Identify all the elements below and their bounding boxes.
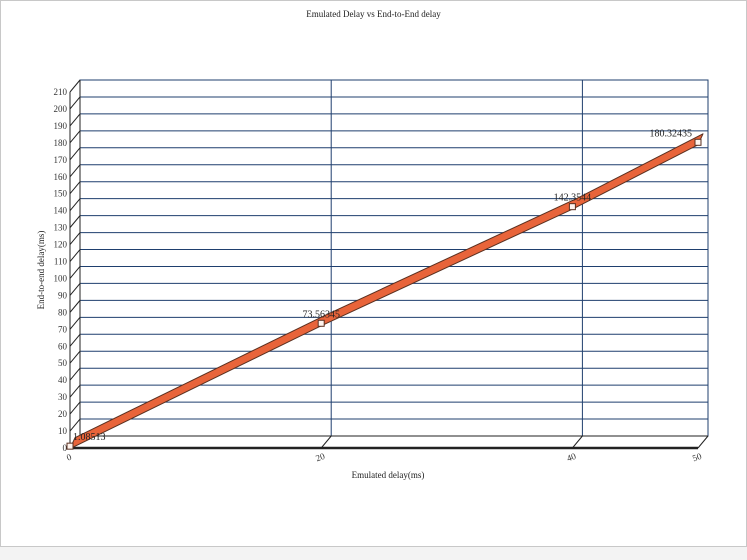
y-tick-label: 40 xyxy=(58,375,68,385)
series-line xyxy=(69,133,704,450)
data-label: 1.08513 xyxy=(73,432,106,443)
chart-title: Emulated Delay vs End-to-End delay xyxy=(306,9,441,19)
data-label: 142.3544 xyxy=(554,193,592,204)
y-tick-label: 150 xyxy=(54,189,68,199)
data-point xyxy=(568,203,576,211)
data-point xyxy=(694,138,702,146)
data-point xyxy=(66,442,74,450)
y-tick-label: 30 xyxy=(58,392,68,402)
axis-layer: 0 10 20 30 40 50 60 70 80 90 100 110 120 130 140 150 160… xyxy=(54,79,709,464)
x-tick-label: 50 xyxy=(691,451,703,464)
y-tick-label: 90 xyxy=(58,290,68,300)
wall-tick-line xyxy=(69,333,81,347)
wall-tick-line xyxy=(69,164,81,178)
wall-tick-line xyxy=(69,317,81,330)
label-layer: 1.08513 73.56345 142.3544 180.32435 xyxy=(73,128,692,443)
x-tick-label: 40 xyxy=(565,451,577,464)
y-tick-label: 100 xyxy=(54,273,68,283)
wall-tick-line xyxy=(69,249,81,262)
chart-frame xyxy=(0,0,747,547)
y-tick-label: 160 xyxy=(54,172,68,182)
x-tick-label: 20 xyxy=(314,451,326,464)
wall-tick-line xyxy=(69,418,81,432)
y-tick-label: 130 xyxy=(54,223,68,233)
y-tick-label: 70 xyxy=(58,324,68,334)
floor-tick-line xyxy=(320,435,332,449)
wall-tick-line xyxy=(69,96,81,110)
y-tick-label: 180 xyxy=(54,138,68,148)
y-tick-label: 200 xyxy=(54,104,68,114)
y-tick-label: 50 xyxy=(58,358,68,368)
bottom-strip xyxy=(0,547,747,560)
wall-tick-line xyxy=(69,215,81,228)
wall-tick-line xyxy=(69,113,81,127)
data-label: 73.56345 xyxy=(302,309,340,320)
wall-tick-line xyxy=(69,79,81,93)
grid-layer xyxy=(79,79,709,437)
back-wall xyxy=(79,79,709,437)
wall-tick-line xyxy=(69,232,81,245)
wall-tick-line xyxy=(69,384,81,398)
floor-tick-line xyxy=(697,435,709,449)
y-tick-label: 170 xyxy=(54,155,68,165)
y-tick-label: 0 xyxy=(63,443,68,453)
wall-tick-line xyxy=(69,181,81,195)
data-point xyxy=(317,319,325,327)
wall-tick-line xyxy=(69,198,81,211)
floor-tick-line xyxy=(572,435,583,449)
y-tick-label: 120 xyxy=(54,240,68,250)
wall-tick-line xyxy=(69,367,81,381)
y-tick-label: 60 xyxy=(58,341,68,351)
y-tick-label: 20 xyxy=(58,409,68,419)
y-tick-label: 140 xyxy=(54,206,68,216)
wall-tick-line xyxy=(69,300,81,313)
y-tick-label: 210 xyxy=(54,87,68,97)
y-tick-label: 190 xyxy=(54,121,68,131)
y-tick-label: 80 xyxy=(58,307,68,317)
wall-tick-line xyxy=(69,130,81,144)
wall-tick-line xyxy=(69,266,81,279)
x-tick-label: 0 xyxy=(65,452,73,463)
y-tick-label: 10 xyxy=(58,426,68,436)
wall-tick-line xyxy=(69,401,81,415)
x-axis-title: Emulated delay(ms) xyxy=(352,470,425,480)
y-tick-label: 110 xyxy=(54,257,68,267)
wall-tick-line xyxy=(69,147,81,161)
y-axis-title: End-to-end delay(ms) xyxy=(36,231,46,310)
wall-tick-line xyxy=(69,350,81,364)
wall-tick-line xyxy=(69,283,81,296)
series-layer xyxy=(66,133,704,450)
data-label: 180.32435 xyxy=(650,128,693,139)
